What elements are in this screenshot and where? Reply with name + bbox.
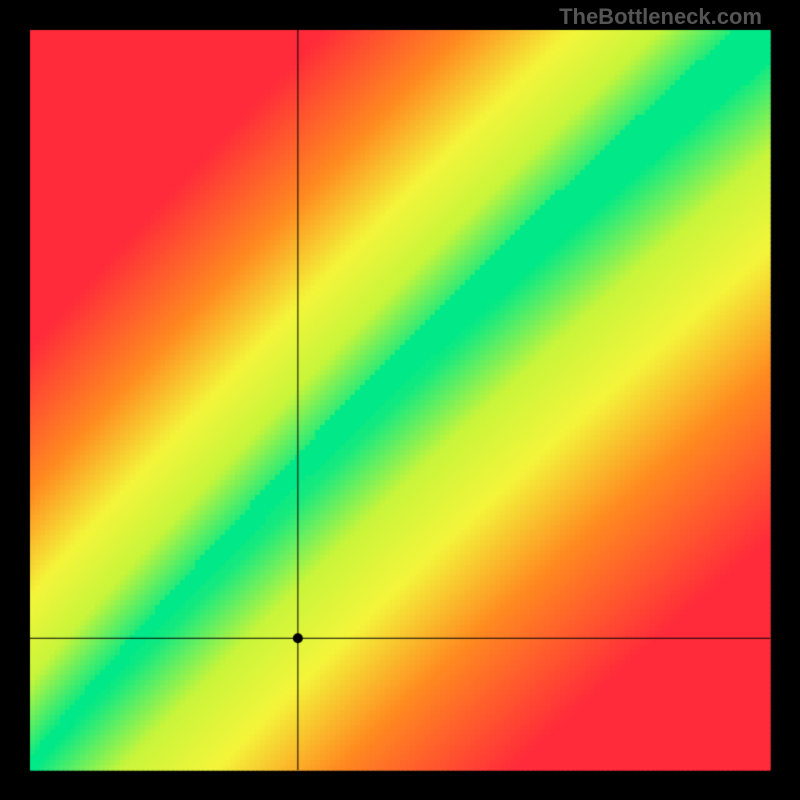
chart-container: TheBottleneck.com [0, 0, 800, 800]
watermark-text: TheBottleneck.com [559, 4, 762, 30]
bottleneck-heatmap [0, 0, 800, 800]
